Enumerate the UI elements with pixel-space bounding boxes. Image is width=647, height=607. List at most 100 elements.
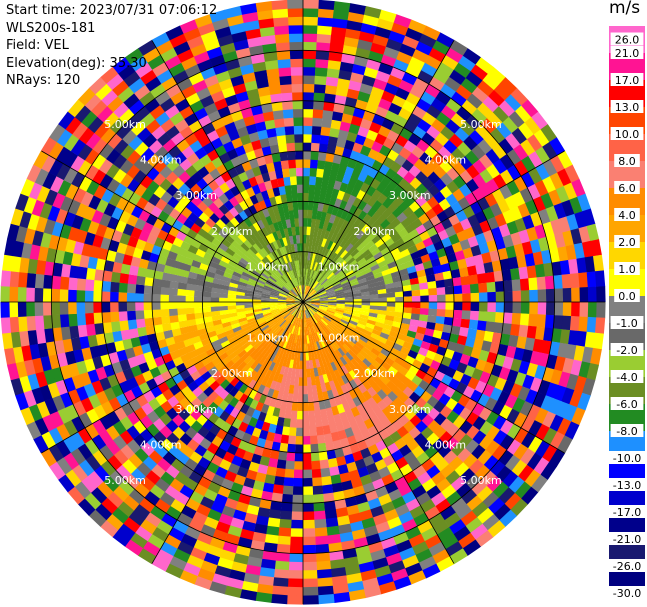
velocity-gate [525, 199, 539, 216]
velocity-gate [72, 240, 85, 255]
velocity-gate [167, 144, 182, 159]
velocity-gate [172, 519, 189, 535]
velocity-gate [517, 202, 531, 219]
velocity-gate [160, 308, 170, 317]
velocity-gate [226, 297, 236, 302]
velocity-gate [254, 173, 265, 185]
velocity-gate [300, 310, 303, 320]
velocity-gate [146, 410, 160, 424]
velocity-gate [193, 127, 207, 141]
velocity-gate [285, 133, 295, 144]
velocity-gate [202, 286, 212, 293]
velocity-gate [271, 594, 288, 605]
velocity-gate [271, 324, 280, 333]
velocity-gate [161, 322, 172, 332]
velocity-gate [332, 9, 350, 21]
velocity-gate [201, 301, 211, 308]
velocity-gate [311, 299, 321, 302]
velocity-gate [260, 34, 277, 46]
velocity-gate [286, 142, 296, 152]
velocity-gate [420, 527, 438, 542]
velocity-gate [307, 287, 314, 296]
velocity-gate [253, 231, 262, 241]
velocity-gate [261, 326, 271, 335]
velocity-gate [419, 314, 429, 322]
velocity-gate [308, 277, 313, 287]
velocity-gate [203, 552, 220, 566]
velocity-gate [240, 242, 250, 252]
velocity-gate [303, 100, 314, 110]
velocity-gate [330, 474, 342, 485]
velocity-gate [330, 320, 339, 327]
velocity-gate [109, 281, 120, 293]
velocity-gate [516, 336, 528, 350]
velocity-gate [134, 141, 149, 157]
velocity-gate [288, 384, 295, 395]
velocity-gate [88, 509, 107, 527]
velocity-gate [99, 353, 112, 367]
velocity-gate [261, 386, 270, 397]
velocity-gate [251, 269, 261, 277]
velocity-gate [321, 348, 328, 358]
velocity-gate [105, 148, 121, 164]
velocity-gate [568, 258, 579, 275]
velocity-gate [260, 403, 270, 415]
velocity-gate [287, 324, 293, 334]
velocity-gate [42, 274, 53, 289]
velocity-gate [288, 306, 297, 313]
velocity-gate [203, 38, 221, 52]
velocity-gate [143, 309, 153, 319]
velocity-gate [53, 249, 66, 264]
velocity-gate [135, 275, 146, 286]
velocity-gate [528, 150, 544, 168]
velocity-gate [201, 291, 212, 298]
velocity-gate [339, 472, 351, 484]
velocity-gate [346, 324, 356, 332]
velocity-gate [346, 131, 358, 143]
velocity-gate [302, 503, 314, 513]
velocity-gate [346, 461, 358, 473]
velocity-gate [260, 297, 270, 301]
velocity-gate [449, 39, 469, 56]
velocity-gate [294, 302, 303, 304]
velocity-gate [303, 295, 310, 302]
colorbar-tick-bg [610, 397, 644, 410]
velocity-gate [303, 217, 308, 227]
velocity-gate [331, 205, 340, 216]
velocity-gate [229, 216, 240, 228]
velocity-gate [20, 242, 33, 259]
velocity-gate [366, 256, 377, 265]
velocity-gate [134, 105, 151, 122]
velocity-gate [446, 341, 458, 352]
velocity-gate [92, 290, 102, 302]
velocity-gate [328, 303, 338, 306]
velocity-gate [299, 242, 304, 252]
velocity-gate [339, 238, 348, 248]
velocity-gate [489, 249, 501, 263]
velocity-gate [486, 425, 501, 441]
velocity-gate [316, 244, 322, 255]
velocity-gate [318, 291, 328, 296]
velocity-gate [361, 263, 371, 272]
velocity-gate [248, 496, 262, 508]
velocity-gate [303, 133, 312, 143]
velocity-gate [386, 292, 396, 298]
velocity-gate [215, 218, 226, 229]
velocity-gate [303, 7, 319, 18]
velocity-gate [543, 262, 554, 277]
colorbar-tick-bg [610, 370, 644, 383]
velocity-gate [289, 252, 295, 262]
velocity-gate [181, 84, 197, 99]
colorbar-tick-label: 8.0 [618, 155, 636, 168]
velocity-gate [286, 295, 296, 300]
velocity-gate [258, 274, 268, 281]
velocity-gate [388, 488, 403, 502]
velocity-gate [128, 510, 146, 527]
velocity-gate [211, 356, 222, 367]
velocity-gate [334, 288, 345, 294]
velocity-gate [200, 66, 217, 80]
velocity-gate [543, 327, 554, 342]
velocity-gate [102, 475, 120, 493]
velocity-gate [289, 544, 303, 555]
velocity-gate [238, 98, 252, 111]
